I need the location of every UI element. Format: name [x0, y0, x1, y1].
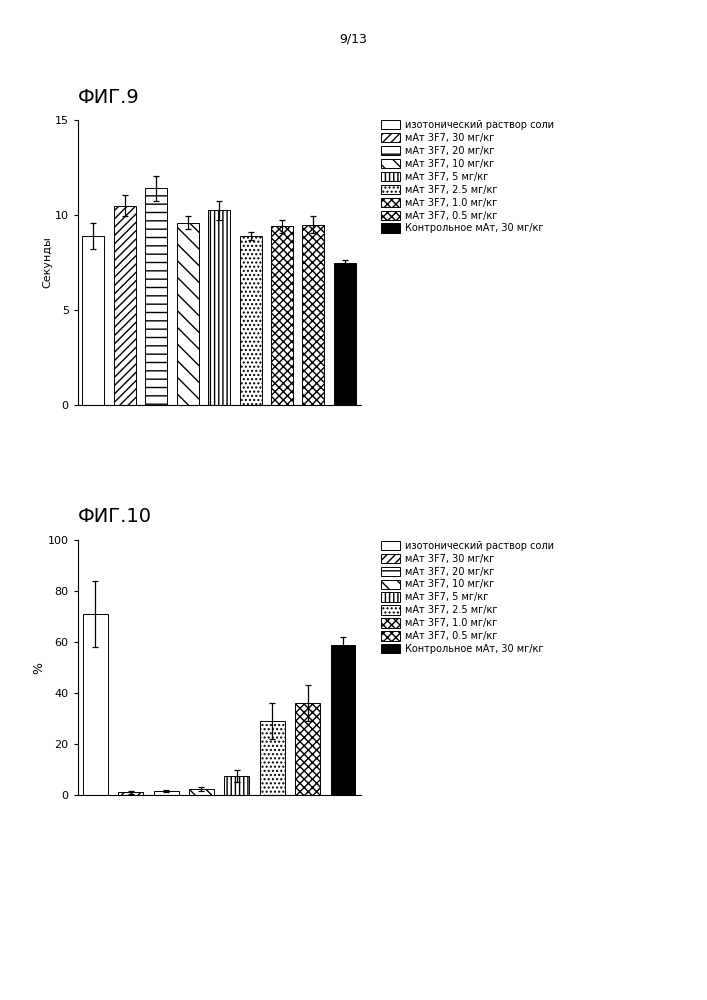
Bar [83, 614, 107, 795]
Bar [331, 645, 356, 795]
Bar [119, 792, 144, 795]
Bar [296, 703, 320, 795]
Text: 9/13: 9/13 [339, 32, 368, 45]
Legend: изотонический раствор соли, мАт 3F7, 30 мг/кг, мАт 3F7, 20 мг/кг, мАт 3F7, 10 мг: изотонический раствор соли, мАт 3F7, 30 … [380, 540, 555, 655]
Bar [240, 236, 262, 405]
Y-axis label: %: % [32, 662, 45, 674]
Bar [334, 262, 356, 405]
Bar [153, 791, 178, 795]
Bar [146, 188, 168, 405]
Bar [177, 223, 199, 405]
Bar [260, 721, 284, 795]
Bar [208, 210, 230, 405]
Bar [189, 789, 214, 795]
Bar [271, 226, 293, 405]
Bar [114, 206, 136, 405]
Y-axis label: Секунды: Секунды [42, 237, 52, 288]
Text: ФИГ.10: ФИГ.10 [78, 507, 152, 526]
Text: ФИГ.9: ФИГ.9 [78, 88, 139, 107]
Bar [225, 776, 249, 795]
Bar [303, 225, 325, 405]
Bar [83, 236, 105, 405]
Legend: изотонический раствор соли, мАт 3F7, 30 мг/кг, мАт 3F7, 20 мг/кг, мАт 3F7, 10 мг: изотонический раствор соли, мАт 3F7, 30 … [380, 119, 555, 234]
